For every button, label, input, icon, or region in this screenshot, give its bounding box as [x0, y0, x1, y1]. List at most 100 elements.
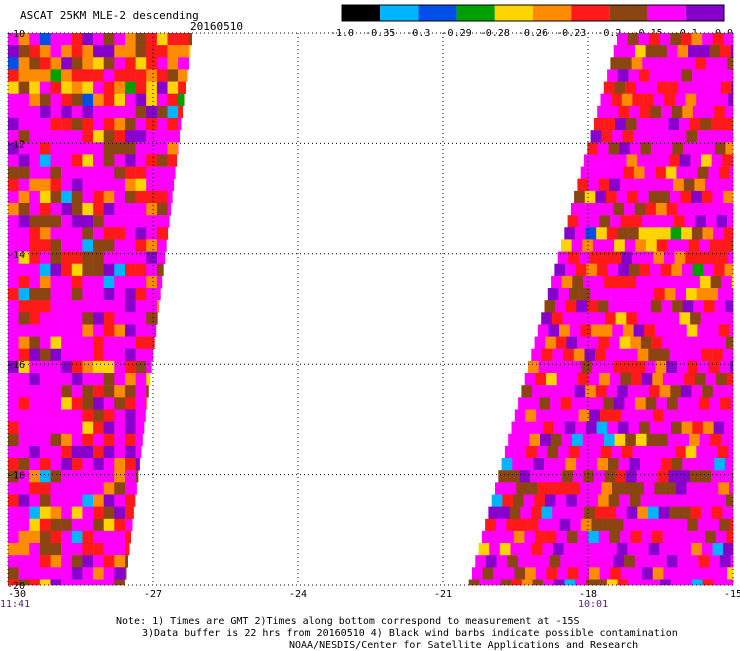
heatmap-cell — [616, 312, 627, 324]
heatmap-cell — [82, 410, 93, 422]
heatmap-cell — [93, 167, 104, 179]
heatmap-cell — [611, 446, 622, 458]
heatmap-cell — [709, 361, 720, 373]
heatmap-cell — [72, 179, 83, 191]
heatmap-cell — [8, 385, 19, 397]
heatmap-cell — [595, 507, 606, 519]
heatmap-cell — [104, 227, 115, 239]
heatmap-cell — [29, 167, 40, 179]
heatmap-cell — [699, 203, 710, 215]
heatmap-cell — [681, 33, 692, 45]
heatmap-cell — [564, 543, 575, 555]
heatmap-cell — [660, 422, 671, 434]
heatmap-cell — [125, 567, 127, 579]
heatmap-cell — [136, 373, 147, 385]
heatmap-cell — [674, 373, 685, 385]
heatmap-cell — [157, 288, 161, 300]
heatmap-cell — [114, 69, 125, 81]
heatmap-cell — [706, 567, 717, 579]
heatmap-cell — [168, 203, 172, 215]
heatmap-cell — [8, 203, 19, 215]
heatmap-cell — [125, 495, 135, 507]
heatmap-cell — [575, 385, 586, 397]
heatmap-cell — [114, 106, 125, 118]
heatmap-cell — [722, 154, 733, 166]
heatmap-cell — [114, 543, 125, 555]
heatmap-cell — [623, 519, 634, 531]
heatmap-cell — [564, 385, 575, 397]
heatmap-cell — [623, 325, 634, 337]
heatmap-cell — [588, 531, 599, 543]
heatmap-cell — [598, 142, 609, 154]
heatmap-cell — [667, 203, 678, 215]
heatmap-cell — [114, 567, 125, 579]
heatmap-cell — [676, 325, 687, 337]
heatmap-cell — [104, 519, 115, 531]
heatmap-cell — [146, 142, 157, 154]
heatmap-cell — [19, 276, 30, 288]
heatmap-cell — [136, 142, 147, 154]
heatmap-cell — [556, 531, 567, 543]
heatmap-cell — [104, 45, 115, 57]
heatmap-cell — [157, 57, 168, 69]
heatmap-cell — [704, 142, 715, 154]
heatmap-cell — [557, 410, 568, 422]
heatmap-cell — [571, 397, 582, 409]
heatmap-cell — [29, 495, 40, 507]
heatmap-cell — [125, 385, 136, 397]
heatmap-cell — [681, 543, 692, 555]
heatmap-cell — [634, 167, 645, 179]
heatmap-cell — [656, 45, 667, 57]
heatmap-cell — [702, 33, 713, 45]
heatmap-cell — [125, 519, 133, 531]
heatmap-cell — [61, 215, 72, 227]
heatmap-cell — [51, 543, 62, 555]
heatmap-cell — [538, 482, 549, 494]
heatmap-cell — [93, 373, 104, 385]
heatmap-cell — [93, 482, 104, 494]
heatmap-cell — [559, 325, 570, 337]
heatmap-cell — [696, 94, 707, 106]
heatmap-cell — [719, 167, 730, 179]
heatmap-cell — [146, 69, 157, 81]
heatmap-cell — [627, 154, 638, 166]
heatmap-cell — [567, 373, 578, 385]
heatmap-cell — [168, 57, 179, 69]
heatmap-cell — [114, 531, 125, 543]
heatmap-cell — [114, 167, 125, 179]
heatmap-cell — [168, 167, 176, 179]
heatmap-cell — [710, 434, 721, 446]
heatmap-cell — [72, 312, 83, 324]
heatmap-cell — [104, 276, 115, 288]
heatmap-cell — [580, 288, 591, 300]
heatmap-cell — [680, 349, 691, 361]
heatmap-cell — [713, 227, 724, 239]
heatmap-cell — [678, 239, 689, 251]
heatmap-cell — [708, 130, 719, 142]
heatmap-cell — [531, 349, 542, 361]
heatmap-cell — [591, 167, 602, 179]
heatmap-cell — [587, 300, 598, 312]
heatmap-cell — [125, 106, 136, 118]
heatmap-cell — [502, 458, 513, 470]
heatmap-cell — [620, 179, 631, 191]
heatmap-cell — [593, 397, 604, 409]
heatmap-cell — [712, 191, 723, 203]
heatmap-cell — [489, 543, 500, 555]
heatmap-cell — [664, 57, 675, 69]
heatmap-cell — [125, 555, 128, 567]
heatmap-cell — [545, 495, 556, 507]
heatmap-cell — [549, 325, 560, 337]
heatmap-cell — [51, 446, 62, 458]
heatmap-cell — [61, 507, 72, 519]
heatmap-cell — [104, 434, 115, 446]
heatmap-cell — [585, 385, 596, 397]
heatmap-cell — [19, 410, 30, 422]
heatmap-cell — [663, 531, 674, 543]
heatmap-cell — [615, 470, 626, 482]
heatmap-cell — [612, 130, 623, 142]
heatmap-cell — [51, 555, 62, 567]
heatmap-cell — [136, 337, 147, 349]
heatmap-cell — [61, 580, 72, 586]
heatmap-cell — [104, 57, 115, 69]
